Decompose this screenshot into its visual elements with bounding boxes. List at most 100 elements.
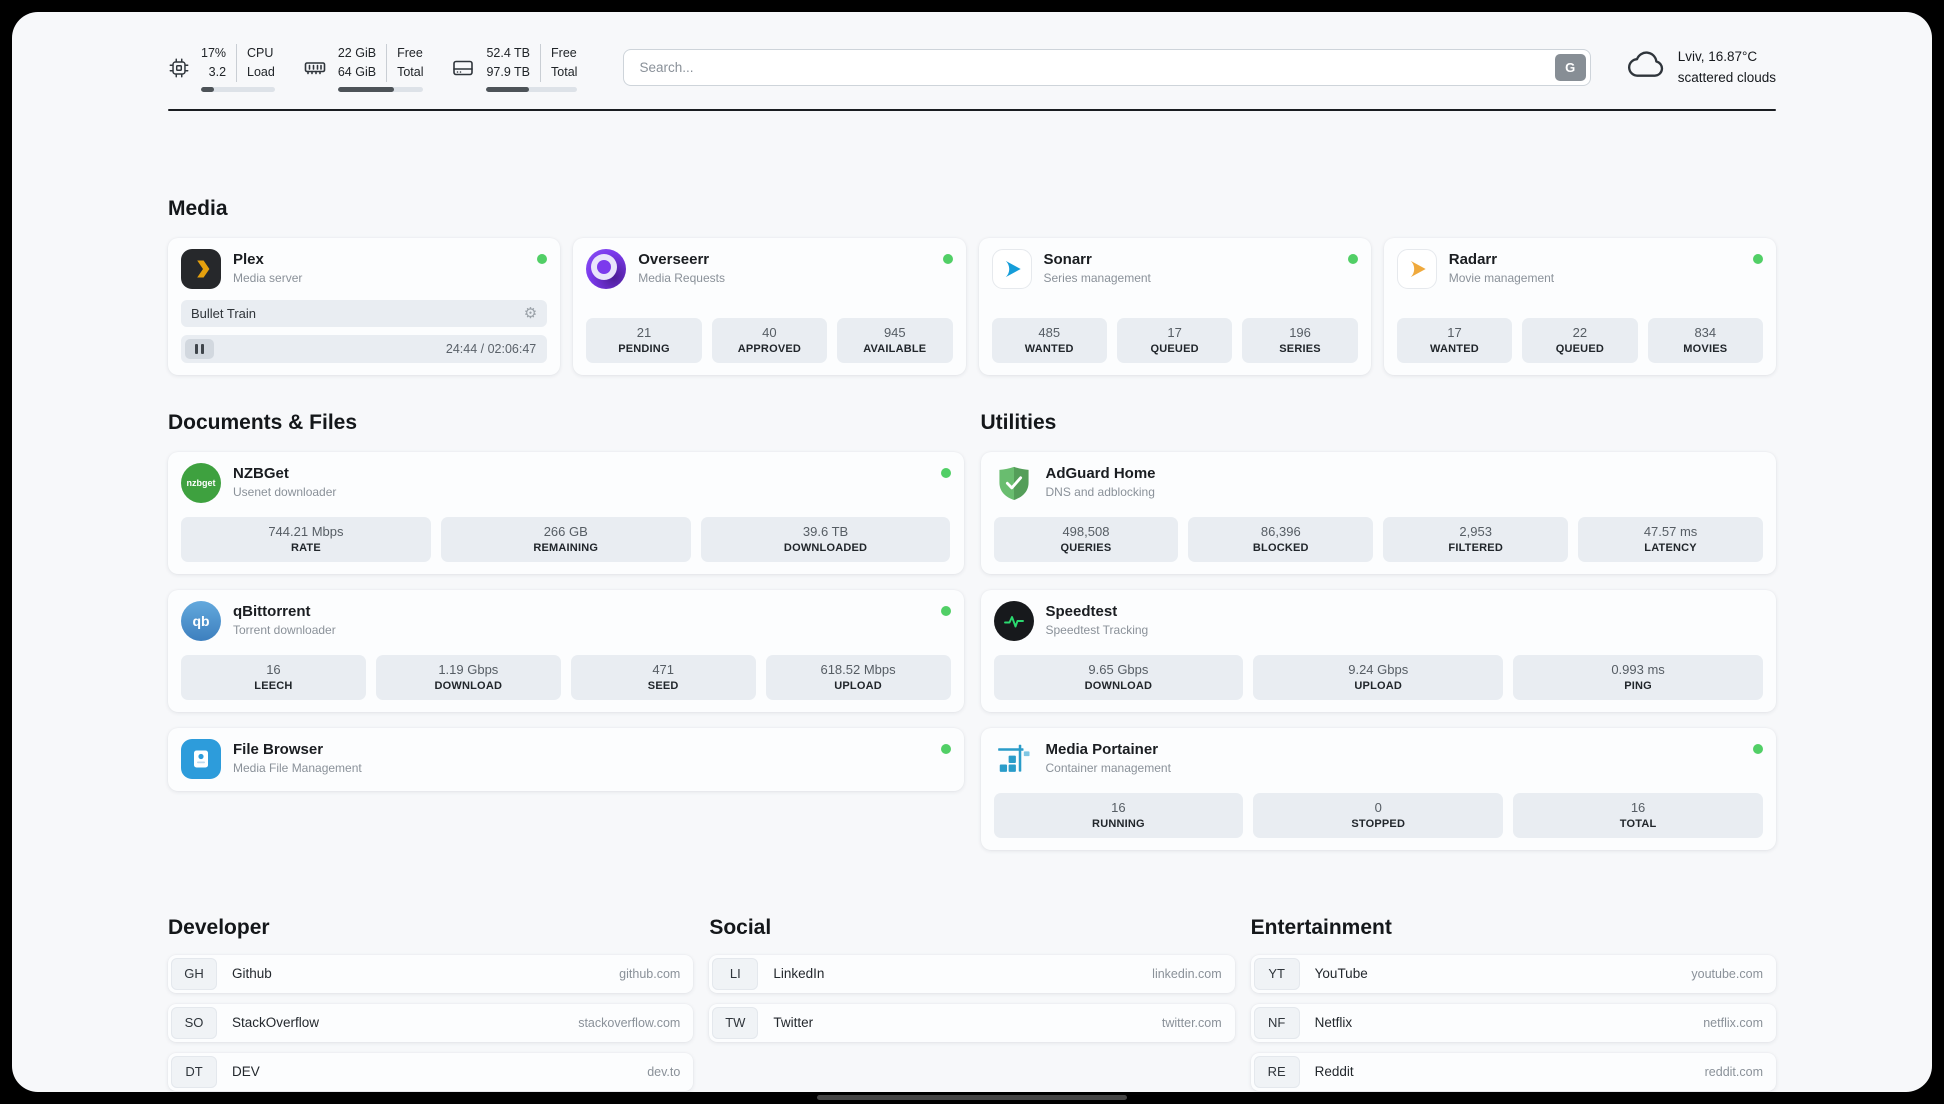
cloud-icon bbox=[1627, 47, 1667, 88]
portainer-crane-icon bbox=[994, 739, 1034, 779]
app-description: Container management bbox=[1045, 760, 1171, 775]
bookmark-url: github.com bbox=[619, 966, 681, 981]
app-card-qbittorrent[interactable]: qb qBittorrent Torrent downloader 16 LEE… bbox=[168, 589, 964, 712]
stat-box: 47.57 ms LATENCY bbox=[1578, 516, 1763, 562]
stat-value: 47.57 ms bbox=[1643, 523, 1698, 539]
bookmark-abbr: LI bbox=[712, 957, 759, 990]
bookmark-url: dev.to bbox=[647, 1064, 681, 1079]
section-title-developer: Developer bbox=[168, 915, 270, 939]
bookmark-dev[interactable]: DT DEV dev.to bbox=[168, 1052, 694, 1091]
gear-icon[interactable]: ⚙ bbox=[523, 304, 538, 322]
stat-label: DOWNLOAD bbox=[434, 679, 503, 692]
bookmark-youtube[interactable]: YT YouTube youtube.com bbox=[1250, 954, 1776, 993]
memory-progress-bar bbox=[337, 86, 424, 92]
app-name: qBittorrent bbox=[233, 602, 311, 620]
app-name: AdGuard Home bbox=[1045, 464, 1156, 482]
stat-box: 39.6 TB DOWNLOADED bbox=[700, 516, 951, 562]
now-playing-row: Bullet Train ⚙ bbox=[181, 299, 548, 327]
stat-box: 485 WANTED bbox=[991, 317, 1107, 363]
stat-value: 9.65 Gbps bbox=[1088, 661, 1149, 677]
stat-label: WANTED bbox=[1024, 342, 1074, 355]
stat-box: 196 SERIES bbox=[1242, 317, 1358, 363]
file-browser-icon bbox=[181, 738, 221, 779]
bookmark-twitter[interactable]: TW Twitter twitter.com bbox=[709, 1003, 1235, 1042]
search-engine-button[interactable]: G bbox=[1554, 54, 1586, 82]
app-card-radarr[interactable]: Radarr Movie management 17 WANTED 22 QUE… bbox=[1383, 237, 1776, 375]
app-card-nzbget[interactable]: nzbget NZBGet Usenet downloader 744.21 M… bbox=[168, 451, 964, 574]
stat-value: 17 bbox=[1447, 324, 1462, 340]
storage-total-label: Total bbox=[551, 64, 578, 79]
section-social: Social LI LinkedIn linkedin.com TW Twitt… bbox=[709, 916, 1235, 1042]
stat-value: 21 bbox=[636, 324, 652, 340]
app-name: Overseerr bbox=[638, 250, 710, 268]
cpu-progress-bar bbox=[201, 86, 275, 92]
stat-box: 9.24 Gbps UPLOAD bbox=[1253, 654, 1504, 700]
section-title-documents: Documents & Files bbox=[168, 410, 358, 434]
status-dot bbox=[1753, 253, 1763, 264]
stat-label: WANTED bbox=[1430, 342, 1479, 355]
stat-label: QUEUED bbox=[1555, 342, 1605, 355]
app-card-adguard-home[interactable]: AdGuard Home DNS and adblocking 498,508 … bbox=[980, 451, 1776, 574]
app-card-plex[interactable]: Plex Media server Bullet Train ⚙ 24:44 /… bbox=[168, 237, 561, 375]
stat-box: 2,953 FILTERED bbox=[1383, 516, 1569, 562]
bookmark-name: Netflix bbox=[1314, 1015, 1353, 1030]
app-description: Movie management bbox=[1448, 270, 1555, 285]
ram-icon bbox=[303, 56, 327, 80]
app-card-sonarr[interactable]: Sonarr Series management 485 WANTED 17 Q… bbox=[978, 237, 1371, 375]
stat-box: 498,508 QUERIES bbox=[993, 516, 1179, 562]
app-description: Media File Management bbox=[233, 760, 362, 775]
stat-box: 266 GB REMAINING bbox=[440, 516, 691, 562]
stat-value: 16 bbox=[1630, 799, 1646, 815]
app-card-media-portainer[interactable]: Media Portainer Container management 16 … bbox=[980, 727, 1776, 850]
bookmark-github[interactable]: GH Github github.com bbox=[168, 954, 694, 993]
app-card-overseerr[interactable]: Overseerr Media Requests 21 PENDING 40 A… bbox=[573, 237, 966, 375]
stat-value: 498,508 bbox=[1062, 523, 1110, 539]
bookmark-abbr: SO bbox=[171, 1006, 217, 1039]
stat-box: 471 SEED bbox=[570, 654, 756, 700]
playback-time: 24:44 / 02:06:47 bbox=[445, 341, 537, 356]
stat-value: 744.21 Mbps bbox=[268, 523, 344, 539]
storage-free-value: 52.4 TB bbox=[486, 46, 531, 60]
status-dot bbox=[940, 467, 951, 478]
section-media: Media Plex Media server Bullet Train ⚙ bbox=[168, 197, 1776, 375]
stat-box: 16 LEECH bbox=[181, 654, 366, 700]
stat-box: 17 WANTED bbox=[1396, 317, 1513, 363]
sonarr-icon bbox=[991, 248, 1032, 289]
stat-value: 471 bbox=[652, 661, 675, 677]
app-description: Torrent downloader bbox=[233, 622, 336, 637]
stat-label: UPLOAD bbox=[834, 679, 882, 692]
bookmark-linkedin[interactable]: LI LinkedIn linkedin.com bbox=[709, 954, 1235, 993]
stat-box: 17 QUEUED bbox=[1116, 317, 1233, 363]
app-card-file-browser[interactable]: File Browser Media File Management bbox=[168, 727, 964, 791]
stat-value: 485 bbox=[1038, 324, 1061, 340]
nzbget-icon-text: nzbget bbox=[186, 477, 216, 488]
search-input[interactable] bbox=[623, 49, 1591, 87]
stat-value: 16 bbox=[1111, 799, 1126, 815]
status-dot bbox=[1753, 743, 1763, 754]
bookmark-stackoverflow[interactable]: SO StackOverflow stackoverflow.com bbox=[168, 1003, 694, 1042]
app-description: Media server bbox=[233, 270, 303, 285]
storage-free-label: Free bbox=[551, 46, 577, 60]
player-progress-bar[interactable]: 24:44 / 02:06:47 bbox=[181, 334, 548, 363]
app-name: NZBGet bbox=[233, 464, 289, 482]
stat-value: 17 bbox=[1167, 324, 1182, 340]
bookmark-netflix[interactable]: NF Netflix netflix.com bbox=[1250, 1003, 1776, 1042]
bookmark-reddit[interactable]: RE Reddit reddit.com bbox=[1250, 1052, 1776, 1091]
stat-label: QUEUED bbox=[1150, 342, 1199, 355]
stat-value: 0 bbox=[1374, 799, 1382, 815]
app-card-speedtest[interactable]: Speedtest Speedtest Tracking 9.65 Gbps D… bbox=[980, 589, 1776, 712]
stat-label: BLOCKED bbox=[1252, 541, 1309, 554]
now-playing-title: Bullet Train bbox=[191, 305, 257, 321]
memory-metric: 22 GiB 64 GiB Free Total bbox=[303, 44, 424, 92]
section-developer: Developer GH Github github.com SO StackO… bbox=[168, 915, 694, 1091]
stat-value: 0.993 ms bbox=[1611, 661, 1665, 677]
stat-box: 618.52 Mbps UPLOAD bbox=[765, 654, 951, 700]
app-description: Speedtest Tracking bbox=[1045, 622, 1149, 637]
section-entertainment: Entertainment YT YouTube youtube.com NF … bbox=[1250, 916, 1776, 1091]
pause-icon[interactable] bbox=[185, 338, 214, 359]
stat-label: FILTERED bbox=[1448, 541, 1503, 554]
stat-value: 266 GB bbox=[543, 523, 588, 539]
radarr-icon bbox=[1396, 248, 1437, 289]
stat-value: 2,953 bbox=[1459, 523, 1492, 539]
cpu-label: CPU bbox=[247, 46, 274, 60]
